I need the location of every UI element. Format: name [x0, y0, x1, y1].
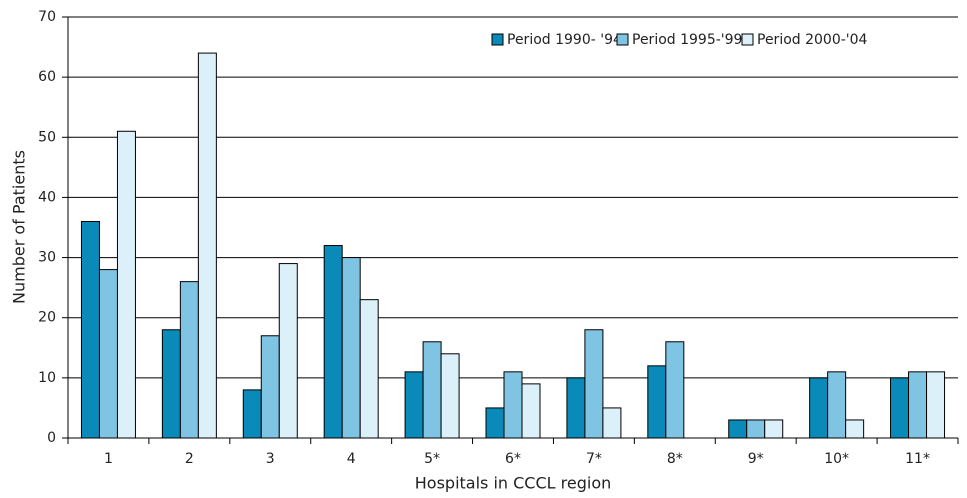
bar — [845, 419, 865, 439]
y-tick-label: 20 — [38, 310, 56, 326]
legend-label: Period 1995-'99 — [632, 32, 742, 48]
bar — [161, 329, 181, 439]
bar — [746, 419, 766, 439]
bar — [179, 281, 199, 439]
bar — [908, 371, 928, 439]
bar — [728, 419, 748, 439]
legend-label: Period 1990- '94 — [507, 32, 622, 48]
y-tick-label: 50 — [38, 129, 56, 145]
bar — [440, 353, 460, 439]
bar — [98, 269, 118, 439]
bar — [278, 263, 298, 439]
bar — [827, 371, 847, 439]
y-tick-label: 70 — [38, 9, 56, 25]
bar — [359, 299, 379, 439]
x-tick-label: 7* — [586, 451, 602, 467]
bar — [503, 371, 523, 439]
y-axis-label: Number of Patients — [10, 150, 29, 304]
x-tick-label: 4 — [347, 451, 356, 467]
bar — [566, 377, 586, 439]
y-tick-label: 30 — [38, 250, 56, 266]
x-tick-label: 6* — [505, 451, 521, 467]
bar — [116, 130, 136, 439]
bar — [242, 389, 262, 439]
bar — [926, 371, 946, 439]
x-tick-label: 9* — [748, 451, 764, 467]
x-tick-label: 10* — [824, 451, 849, 467]
y-tick-label: 10 — [38, 370, 56, 386]
bar — [341, 257, 361, 439]
x-tick-label: 8* — [667, 451, 683, 467]
y-tick-label: 40 — [38, 189, 56, 205]
x-tick-label: 2 — [185, 451, 194, 467]
x-tick-label: 3 — [266, 451, 275, 467]
bar — [485, 407, 505, 439]
bar — [809, 377, 829, 439]
bar — [665, 341, 685, 439]
legend-swatch — [741, 33, 754, 46]
legend-label: Period 2000-'04 — [757, 32, 868, 48]
y-tick-label: 60 — [38, 69, 56, 85]
bar — [584, 329, 604, 439]
bar — [197, 52, 217, 439]
bar — [602, 407, 622, 439]
bar — [422, 341, 442, 439]
x-tick-label: 5* — [424, 451, 440, 467]
bar — [323, 245, 343, 439]
bar — [260, 335, 280, 439]
bar — [521, 383, 541, 439]
bar — [647, 365, 667, 439]
bar — [80, 220, 100, 439]
x-tick-label: 1 — [104, 451, 113, 467]
x-tick-label: 11* — [905, 451, 930, 467]
bar — [764, 419, 784, 439]
bar — [890, 377, 910, 439]
legend-swatch — [616, 33, 629, 46]
legend-swatch — [491, 33, 504, 46]
bar — [404, 371, 424, 439]
y-tick-label: 0 — [47, 430, 56, 446]
x-axis-label: Hospitals in CCCL region — [415, 474, 612, 493]
